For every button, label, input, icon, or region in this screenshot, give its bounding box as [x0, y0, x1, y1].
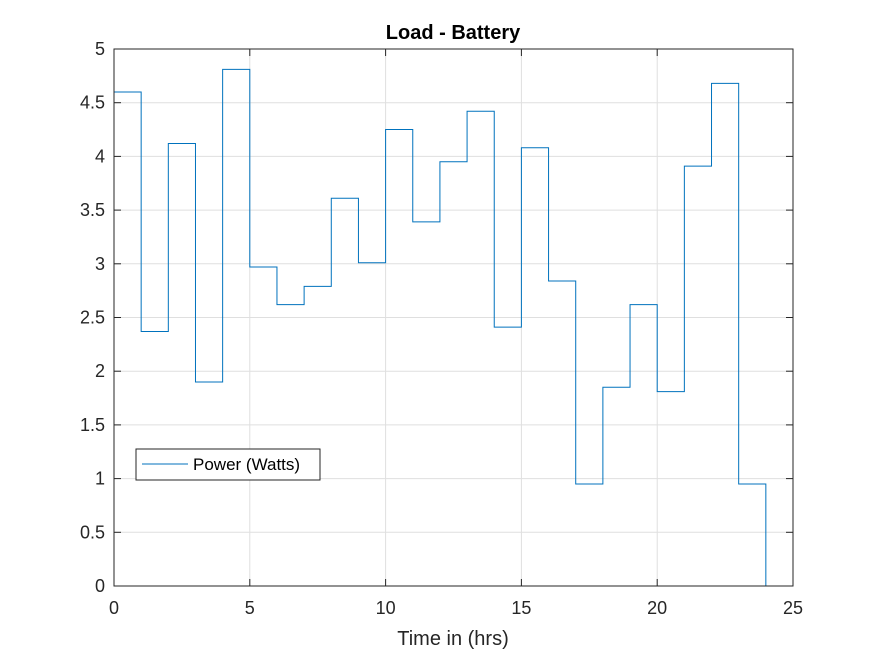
y-tick-label: 0 [95, 576, 105, 596]
y-tick-label: 4 [95, 146, 105, 166]
y-tick-label: 4.5 [80, 93, 105, 113]
y-tick-label: 5 [95, 39, 105, 59]
x-tick-label: 20 [647, 598, 667, 618]
x-tick-label: 0 [109, 598, 119, 618]
x-axis-title: Time in (hrs) [397, 628, 508, 650]
y-tick-label: 3.5 [80, 200, 105, 220]
x-tick-label: 5 [245, 598, 255, 618]
y-tick-label: 2.5 [80, 308, 105, 328]
ticks [113, 48, 794, 587]
y-tick-label: 2 [95, 361, 105, 381]
x-tick-label: 25 [783, 598, 803, 618]
legend: Power (Watts) [135, 448, 321, 481]
tick-labels: 0 5 10 15 20 25 0 0.5 1 1.5 2 2.5 3 3.5 4 4.5 5 [80, 39, 803, 618]
y-tick-label: 0.5 [80, 522, 105, 542]
x-tick-label: 15 [511, 598, 531, 618]
series-line-power [114, 68, 767, 586]
y-tick-label: 1 [95, 469, 105, 489]
x-tick-label: 10 [376, 598, 396, 618]
chart-title: Load - Battery [386, 22, 521, 44]
y-tick-label: 1.5 [80, 415, 105, 435]
legend-label: Power (Watts) [193, 455, 300, 474]
series-layer [114, 68, 767, 586]
y-tick-label: 3 [95, 254, 105, 274]
